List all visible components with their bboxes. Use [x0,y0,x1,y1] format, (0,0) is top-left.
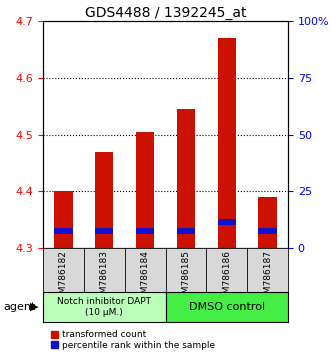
Bar [259,228,277,234]
Bar [217,219,236,225]
Text: GSM786183: GSM786183 [100,250,109,305]
Bar [259,197,277,248]
Bar [177,228,195,234]
Text: GSM786185: GSM786185 [181,250,190,305]
Text: GSM786184: GSM786184 [141,250,150,305]
Text: GSM786187: GSM786187 [263,250,272,305]
Text: agent: agent [3,302,36,312]
Bar [95,152,114,248]
Legend: transformed count, percentile rank within the sample: transformed count, percentile rank withi… [48,327,219,354]
Bar [177,109,195,248]
Bar [136,132,154,248]
Text: DMSO control: DMSO control [189,302,265,312]
Bar [95,228,114,234]
Text: GSM786186: GSM786186 [222,250,231,305]
Text: Notch inhibitor DAPT
(10 μM.): Notch inhibitor DAPT (10 μM.) [57,297,151,317]
Bar [54,191,72,248]
Text: ▶: ▶ [30,302,38,312]
Bar [54,228,72,234]
Title: GDS4488 / 1392245_at: GDS4488 / 1392245_at [85,6,246,20]
Text: GSM786182: GSM786182 [59,250,68,305]
Bar [136,228,154,234]
Bar [217,38,236,248]
